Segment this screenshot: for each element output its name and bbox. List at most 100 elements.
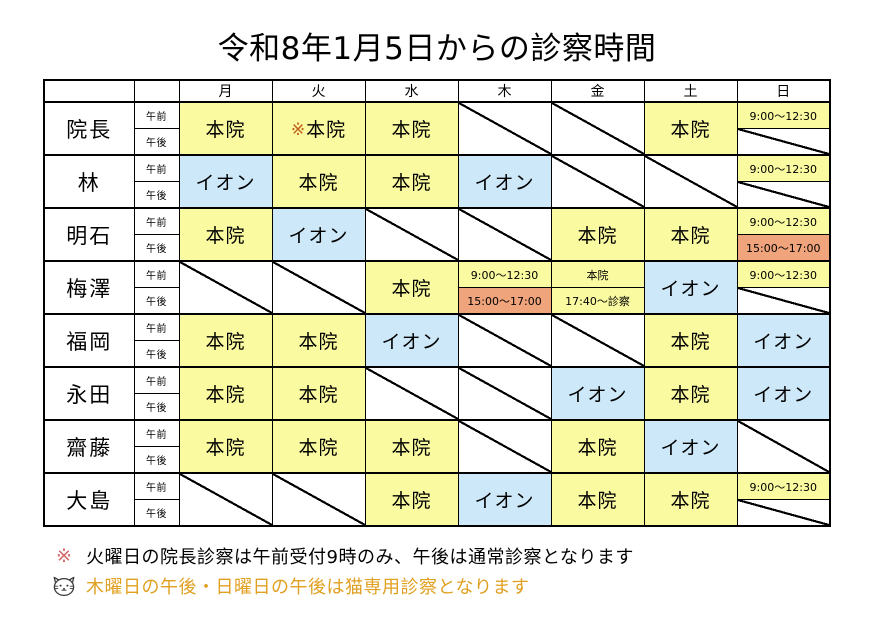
cell-永田-mon: 本院: [178, 366, 273, 421]
cell-林-thu: イオン: [457, 154, 552, 209]
cell-林-fri: [550, 154, 645, 209]
ampm-label-am: 午前: [133, 154, 180, 182]
doctor-name-明石: 明石: [43, 207, 135, 262]
cell-梅澤-fri-am: 本院: [550, 260, 645, 288]
ampm-label-pm: 午後: [133, 287, 180, 315]
cell-院長-sat: 本院: [643, 101, 738, 156]
doctor-name-梅澤: 梅澤: [43, 260, 135, 315]
cell-齋藤-sat: イオン: [643, 419, 738, 474]
cell-齋藤-mon: 本院: [178, 419, 273, 474]
cell-梅澤-sat: イオン: [643, 260, 738, 315]
ampm-label-pm: 午後: [133, 340, 180, 368]
table-row: 院長 午前 本院 ※本院 本院 本院 9:00～12:30: [43, 101, 831, 156]
cell-明石-tue: イオン: [271, 207, 366, 262]
cell-永田-tue: 本院: [271, 366, 366, 421]
cell-福岡-mon: 本院: [178, 313, 273, 368]
day-header-sat: 土: [643, 79, 738, 103]
table-row: 午後: [44, 499, 831, 527]
footnote-text-2: 木曜日の午後・日曜日の午後は猫専用診察となります: [86, 577, 530, 598]
table-row: 梅澤 午前 本院 9:00～12:30 本院 イオン 9:00～12:30: [43, 260, 831, 315]
schedule-row-梅澤: 梅澤 午前 本院 9:00～12:30 本院 イオン 9:00～12:30 午後 15:00～1…: [43, 260, 831, 315]
cell-福岡-sun: イオン: [736, 313, 831, 368]
ampm-label-am: 午前: [133, 207, 180, 235]
table-row: 明石 午前 本院 イオン 本院 本院 9:00～12:30: [43, 207, 831, 262]
table-row: 林午前 イオン 本院 本院 イオン 9:00～12:30: [43, 154, 831, 209]
table-row: 午後 15:00～17:00: [44, 234, 831, 262]
cell-林-wed: 本院: [364, 154, 459, 209]
header-blank-name: [43, 79, 135, 103]
cell-林-sat: [643, 154, 738, 209]
doctor-name-福岡: 福岡: [43, 313, 135, 368]
ampm-label-pm: 午後: [133, 234, 180, 262]
table-row: 大島 午前 本院 イオン 本院 本院 9:00～12:30: [43, 472, 831, 527]
cell-梅澤-thu-pm: 15:00～17:00: [457, 287, 552, 315]
day-header-thu: 木: [457, 79, 552, 103]
cell-永田-sun: イオン: [736, 366, 831, 421]
day-header-row: 月 火 水 木 金 土 日: [43, 79, 831, 103]
schedule-row-院長: 院長 午前 本院 ※本院 本院 本院 9:00～12:30 午後: [43, 101, 831, 156]
table-row: 午後 15:00～17:00 17:40～診察: [44, 287, 831, 315]
cell-院長-thu: [457, 101, 552, 156]
doctor-name-大島: 大島: [43, 472, 135, 527]
ampm-label-pm: 午後: [133, 446, 180, 474]
cell-福岡-tue: 本院: [271, 313, 366, 368]
cell-福岡-thu: [457, 313, 552, 368]
header-blank-ampm: [133, 79, 180, 103]
day-header-fri: 金: [550, 79, 645, 103]
cell-院長-sun-am: 9:00～12:30: [736, 101, 831, 129]
kome-mark-icon: ※: [290, 120, 307, 140]
cell-永田-sat: 本院: [643, 366, 738, 421]
doctor-name-院長: 院長: [43, 101, 135, 156]
table-row: 永田 午前 本院 本院 イオン 本院 イオン: [43, 366, 831, 421]
table-row: 午後: [44, 393, 830, 421]
cell-大島-thu: イオン: [457, 472, 552, 527]
cell-大島-sat: 本院: [643, 472, 738, 527]
cell-齋藤-tue: 本院: [271, 419, 366, 474]
table-row: 福岡 午前 本院 本院 イオン 本院 イオン: [43, 313, 831, 368]
cell-福岡-wed: イオン: [364, 313, 459, 368]
cell-大島-fri: 本院: [550, 472, 645, 527]
cell-梅澤-sun-pm: [736, 287, 831, 315]
day-header-sun: 日: [736, 79, 831, 103]
cell-院長-wed: 本院: [364, 101, 459, 156]
cell-明石-mon: 本院: [178, 207, 273, 262]
cell-林-sun-am: 9:00～12:30: [736, 154, 831, 182]
cell-院長-fri: [550, 101, 645, 156]
ampm-label-pm: 午後: [133, 128, 180, 156]
doctor-name-林: 林: [43, 154, 135, 209]
cell-齋藤-thu: [457, 419, 552, 474]
cell-院長-sun-pm: [736, 128, 831, 156]
ampm-label-pm: 午後: [133, 393, 180, 421]
ampm-label-pm: 午後: [133, 499, 180, 527]
cell-永田-wed: [364, 366, 459, 421]
cell-明石-sun-am: 9:00～12:30: [736, 207, 831, 235]
page-title: 令和8年1月5日からの診察時間: [217, 31, 657, 67]
ampm-label-am: 午前: [133, 101, 180, 129]
kome-mark-icon: ※: [56, 545, 72, 567]
schedule-row-林: 林午前 イオン 本院 本院 イオン 9:00～12:30 午後: [43, 154, 831, 209]
schedule-row-大島: 大島 午前 本院 イオン 本院 本院 9:00～12:30 午後: [43, 472, 831, 527]
cell-明石-sat: 本院: [643, 207, 738, 262]
cell-院長-mon: 本院: [178, 101, 273, 156]
schedule-table-container: 月 火 水 木 金 土 日 院長 午前 本院 ※本院 本院 本院 9:00～12:30 午後林…: [43, 79, 831, 527]
ampm-label-am: 午前: [133, 366, 180, 394]
cell-梅澤-tue: [271, 260, 366, 315]
ampm-label-am: 午前: [133, 472, 180, 500]
schedule-row-齋藤: 齋藤 午前 本院 本院 本院 本院 イオン 午後: [43, 419, 831, 474]
schedule-row-福岡: 福岡 午前 本院 本院 イオン 本院 イオン 午後: [43, 313, 831, 368]
cell-明石-thu: [457, 207, 552, 262]
schedule-row-永田: 永田 午前 本院 本院 イオン 本院 イオン 午後: [43, 366, 831, 421]
ampm-label-am: 午前: [133, 260, 180, 288]
cell-林-mon: イオン: [178, 154, 273, 209]
cell-大島-mon: [178, 472, 273, 527]
ampm-label-pm: 午後: [133, 181, 180, 209]
cell-林-sun-pm: [736, 181, 831, 209]
day-header-mon: 月: [178, 79, 273, 103]
cell-明石-wed: [364, 207, 459, 262]
cell-齋藤-wed: 本院: [364, 419, 459, 474]
cell-梅澤-thu-am: 9:00～12:30: [457, 260, 552, 288]
table-row: 齋藤 午前 本院 本院 本院 本院 イオン: [43, 419, 831, 474]
cell-明石-sun-pm: 15:00～17:00: [736, 234, 831, 262]
footnote-row-2: 木曜日の午後・日曜日の午後は猫専用診察となります: [42, 571, 842, 601]
cell-永田-thu: [457, 366, 552, 421]
